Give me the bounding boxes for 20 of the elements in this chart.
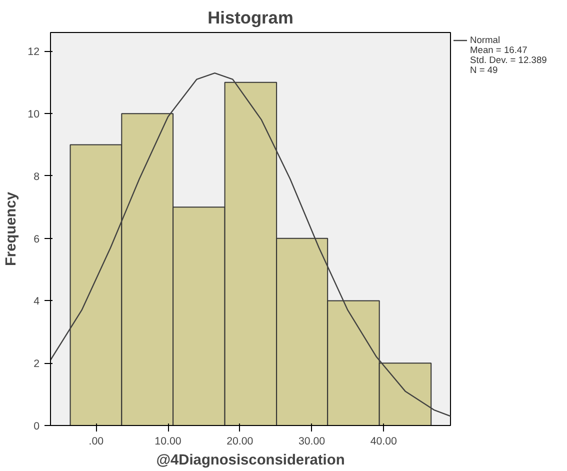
text: Mean = 16.47 [470,45,528,55]
y-tick-label: 2 [34,358,40,370]
text: N = 49 [470,65,498,75]
y-tick-label: 6 [34,233,40,246]
x-axis-title: @4Diagnosisconsideration [156,452,345,468]
x-tick-label: 20.00 [226,436,254,448]
chart-title: Histogram [208,8,294,28]
text: Std. Dev. = 12.389 [470,55,547,65]
line-series [50,72,450,417]
x-tick-label: 10.00 [154,436,182,448]
y-axis-title: Frequency [4,191,20,266]
y-tick-label: 0 [34,420,40,432]
legend-label: Normal [470,35,500,45]
y-tick-label: 4 [34,296,40,308]
y-tick-label: 10 [28,108,40,121]
x-tick-label: .00 [88,436,104,448]
x-tick-label: 40.00 [370,436,398,448]
y-tick-label: 12 [28,46,40,58]
y-tick-label: 8 [34,170,40,183]
x-tick-label: 30.00 [298,436,326,448]
